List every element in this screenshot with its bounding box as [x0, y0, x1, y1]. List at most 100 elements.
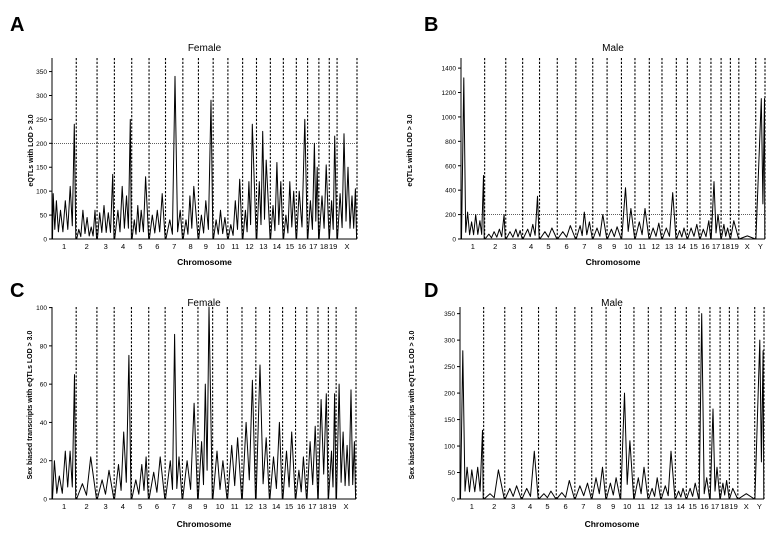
- chromosome-label: 17: [308, 502, 316, 511]
- chromosome-label: 12: [245, 242, 253, 251]
- chromosome-label: 5: [138, 242, 142, 251]
- chromosome-label: 15: [688, 502, 696, 511]
- y-tick-label: 250: [444, 364, 455, 371]
- x-axis-label: Chromosome: [585, 519, 640, 529]
- chromosome-label: 16: [700, 502, 708, 511]
- y-tick-label: 0: [452, 237, 456, 244]
- y-tick-label: 400: [445, 188, 456, 195]
- chart-title: Female: [188, 43, 222, 54]
- eqtl-trace-line: [461, 77, 766, 240]
- y-tick-label: 200: [36, 141, 47, 148]
- chromosome-label: 2: [85, 242, 89, 251]
- chromosome-label: 2: [84, 502, 88, 511]
- chromosome-label: 7: [582, 242, 586, 251]
- chromosome-label: 5: [546, 242, 550, 251]
- chromosome-label: 9: [612, 242, 616, 251]
- chromosome-label: 19: [730, 242, 738, 251]
- chromosome-label: 4: [121, 242, 125, 251]
- y-tick-label: 60: [40, 382, 48, 389]
- eqtl-trace-line: [52, 75, 358, 240]
- chromosome-label: 18: [722, 242, 730, 251]
- panel-letter-a: A: [10, 14, 25, 36]
- chromosome-label: 8: [189, 242, 193, 251]
- y-axis-label: Sex biased transcripts with eQTLs LOD > …: [27, 331, 34, 480]
- chromosome-label: 17: [309, 242, 317, 251]
- y-tick-label: 0: [451, 497, 455, 504]
- y-tick-label: 0: [43, 497, 47, 504]
- chromosome-label: 13: [664, 502, 672, 511]
- y-tick-label: 150: [444, 417, 455, 424]
- y-tick-label: 350: [36, 69, 47, 76]
- y-tick-label: 1400: [442, 66, 457, 73]
- panel-b: B 0 200 400 600 800 1000 1200 1400 1 2 3 4 5 6 7 8 9 10 11…: [392, 0, 784, 268]
- chromosome-label: 14: [273, 242, 281, 251]
- chromosome-label: 8: [188, 502, 192, 511]
- chromosome-label: 6: [155, 242, 159, 251]
- chromosome-label: 4: [528, 502, 532, 511]
- chromosome-label: 13: [259, 502, 267, 511]
- chromosome-label: 19: [328, 502, 336, 511]
- x-axis-label: Chromosome: [177, 519, 232, 529]
- y-tick-label: 350: [444, 311, 455, 318]
- y-tick-label: 600: [445, 163, 456, 170]
- y-tick-label: 150: [36, 165, 47, 172]
- chromosome-label: 15: [285, 502, 293, 511]
- y-tick-label: 100: [36, 189, 47, 196]
- chromosome-label: 16: [298, 242, 306, 251]
- y-axis-label: Sex biased transcripts with eQTLs LOD > …: [409, 331, 416, 480]
- chromosome-label: 19: [329, 242, 337, 251]
- chromosome-label: 12: [651, 242, 659, 251]
- chromosome-label: 3: [511, 502, 515, 511]
- y-axis-label: eQTLs with LOD > 3.0: [28, 114, 35, 186]
- chromosome-label: 3: [512, 242, 516, 251]
- y-tick-label: 100: [444, 444, 455, 451]
- chromosome-label: X: [745, 242, 750, 251]
- chromosome-label: 11: [637, 502, 645, 511]
- panel-letter-d: D: [424, 280, 439, 302]
- chromosome-label: 4: [529, 242, 533, 251]
- chromosome-label: 6: [564, 242, 568, 251]
- chromosome-label: 5: [138, 502, 142, 511]
- chromosome-label: 1: [470, 502, 474, 511]
- chromosome-label: 10: [623, 502, 631, 511]
- chromosome-label: 16: [701, 242, 709, 251]
- chromosome-label: 1: [62, 502, 66, 511]
- chromosome-label: 10: [624, 242, 632, 251]
- y-tick-label: 100: [36, 305, 47, 312]
- chromosome-label: 18: [721, 502, 729, 511]
- y-tick-label: 200: [445, 212, 456, 219]
- chromosome-label: 5: [545, 502, 549, 511]
- y-tick-label: 1000: [442, 114, 457, 121]
- chromosome-label: X: [344, 502, 349, 511]
- chromosome-label: 11: [638, 242, 646, 251]
- panel-c: C 0 20 40 60 80 100 1 2 3 4 5 6 7 8 9 10 11 12 13 14 15 16 17 1…: [0, 268, 392, 537]
- y-tick-label: 300: [36, 93, 47, 100]
- chromosome-label: 8: [597, 502, 601, 511]
- chromosome-label: 1: [471, 242, 475, 251]
- chromosome-label: X: [345, 242, 350, 251]
- chromosome-label: 13: [259, 242, 267, 251]
- chromosome-label: Y: [757, 502, 762, 511]
- chromosome-label: 15: [689, 242, 697, 251]
- chromosome-label: 7: [172, 502, 176, 511]
- chromosome-label: 12: [650, 502, 658, 511]
- y-tick-label: 50: [448, 470, 456, 477]
- chromosome-label: 9: [204, 242, 208, 251]
- chromosome-label: 9: [611, 502, 615, 511]
- chromosome-label: 19: [729, 502, 737, 511]
- chromosome-label: 15: [286, 242, 294, 251]
- panel-letter-b: B: [424, 14, 439, 36]
- chromosome-label: 4: [121, 502, 125, 511]
- chromosome-label: 9: [203, 502, 207, 511]
- y-tick-label: 800: [445, 139, 456, 146]
- chromosome-label: 2: [493, 242, 497, 251]
- panel-letter-c: C: [10, 280, 25, 302]
- chart-title: Male: [601, 298, 623, 309]
- chromosome-label: 14: [677, 502, 685, 511]
- chromosome-label: 14: [272, 502, 280, 511]
- chromosome-label: 7: [172, 242, 176, 251]
- chromosome-label: 3: [104, 242, 108, 251]
- y-tick-label: 200: [444, 391, 455, 398]
